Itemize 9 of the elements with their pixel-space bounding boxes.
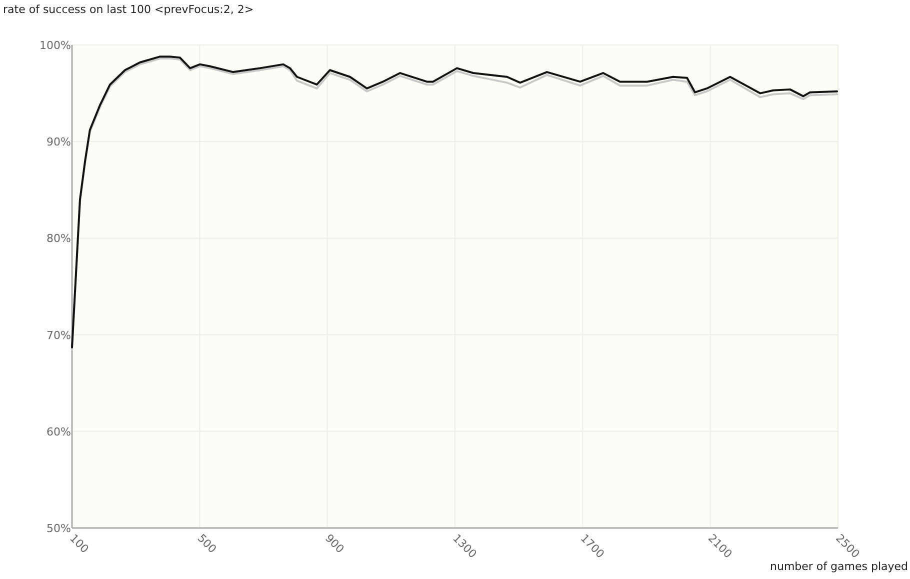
x-tick-label: 500	[194, 532, 219, 556]
y-tick-label: 70%	[46, 328, 71, 342]
chart-title: rate of success on last 100 <prevFocus:2, 2>	[3, 3, 254, 16]
x-axis-title: number of games played	[770, 560, 908, 573]
y-tick-label: 80%	[46, 232, 71, 246]
y-tick-label: 100%	[40, 39, 71, 52]
y-tick-label: 60%	[46, 425, 71, 438]
x-tick-label: 900	[322, 532, 347, 556]
y-tick-label: 90%	[46, 136, 71, 149]
